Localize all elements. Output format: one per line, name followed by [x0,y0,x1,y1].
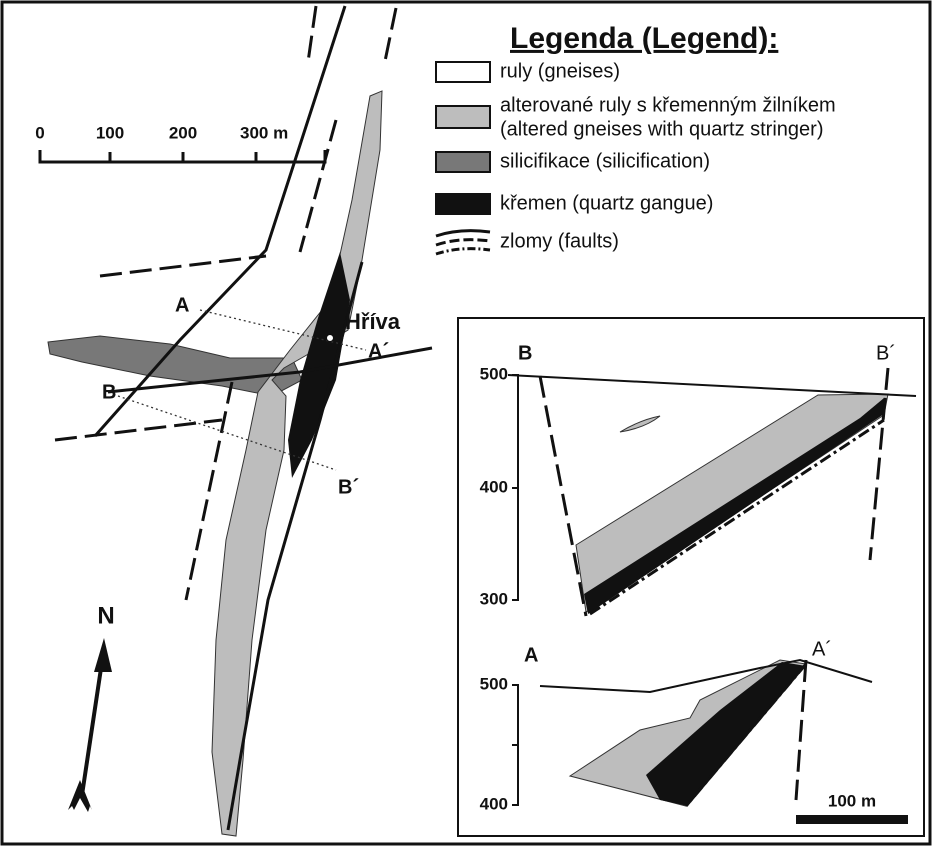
legend-swatch [436,194,490,214]
section-label: A [175,294,189,316]
scale-label: 200 [169,123,197,142]
legend-label: ruly (gneises) [500,60,620,82]
locality-label: Hříva [345,309,401,334]
north-label: N [97,602,114,629]
section-label: B [518,342,532,364]
legend-swatch [436,106,490,128]
locality-point [327,335,334,342]
section-label: B´ [876,342,896,364]
elevation-label: 500 [480,674,508,693]
legend-label: (altered gneises with quartz stringer) [500,118,823,140]
legend-label: silicifikace (silicification) [500,150,710,172]
section-scale-bar [796,815,908,824]
elevation-label: 300 [480,589,508,608]
section-label: A [524,644,538,666]
section-scale-label: 100 m [828,791,876,810]
section-label: B´ [338,476,359,498]
scale-label: 300 m [240,123,288,142]
legend-label: zlomy (faults) [500,230,619,252]
section-label: A´ [812,638,832,660]
geological-map: A A´ B B´ Hříva 0 100 200 300 m N Legend… [0,0,932,846]
legend-label: alterované ruly s křemenným žilníkem [500,94,836,116]
scale-label: 0 [35,123,44,142]
elevation-label: 400 [480,477,508,496]
legend-swatch [436,62,490,82]
legend-swatch [436,152,490,172]
legend-title: Legenda (Legend): [510,22,778,55]
section-label: B [102,381,116,403]
elevation-label: 400 [480,794,508,813]
scale-label: 100 [96,123,124,142]
legend-label: křemen (quartz gangue) [500,192,713,214]
elevation-label: 500 [480,364,508,383]
section-label: A´ [368,340,389,362]
